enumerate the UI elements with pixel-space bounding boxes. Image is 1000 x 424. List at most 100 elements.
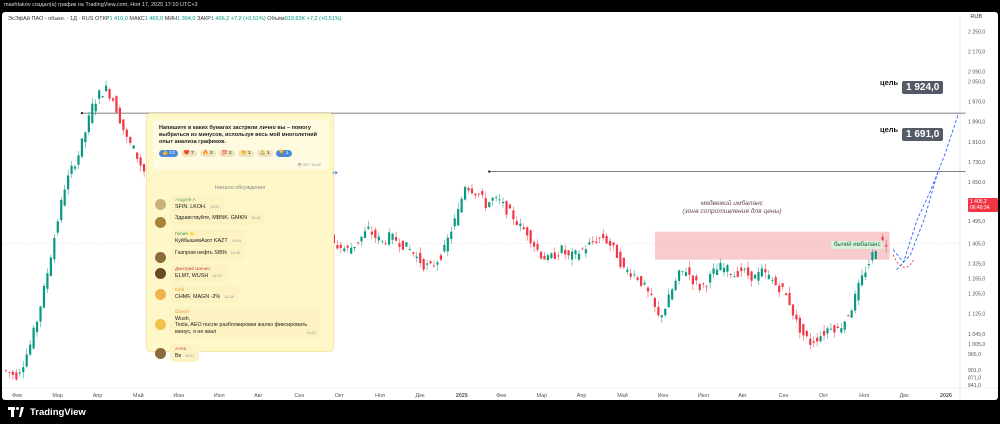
candle-body [615,244,619,258]
candle-body [715,269,719,275]
candle-body [4,370,8,372]
reactions-row: 👍 13 ❤️ 7 🔥 2 💯 2 👏 1 🙏 1 🏆 1 [159,150,323,157]
candle-body [508,204,512,209]
candle-body [664,308,667,316]
y-tick-label: 1 205,0 [968,292,985,298]
open-label: ОТКР [94,16,110,22]
candle-body [108,89,111,99]
candle-body [795,314,798,320]
candle-body [595,241,598,243]
candle-body [836,326,839,328]
candle-body [463,186,467,200]
candle-body [22,367,25,373]
candle-body [757,272,760,281]
candle-body [736,270,739,277]
candle-body [398,243,401,248]
candle-body [816,337,819,342]
y-tick-label: 841,0 [968,383,981,389]
candle-body [115,96,118,113]
candle-body [729,274,732,276]
candle-body [864,272,867,278]
close-label: ЗАКР [197,16,211,22]
target1-badge: 1 924,0 [902,81,944,94]
candle-body [367,226,370,229]
candle-body [91,103,94,123]
channel-post: Напишите в каких бумагах застряли лично … [153,120,329,170]
candle-body [477,193,480,195]
candle-body [125,129,128,137]
low-label: МИН [164,16,178,22]
candle-body [336,245,339,249]
message-text: Вк [175,352,181,359]
candle-body [363,231,367,238]
chat-message: Здравствуйте, MBNK. GMKN 16:14 [155,213,266,228]
reaction[interactable]: 🙏 1 [256,150,273,157]
volume-change: +7,2 (+0,51%) [306,16,342,22]
candle-body [885,245,888,247]
sender-name: Дмитрий Шенин [175,266,211,271]
reaction[interactable]: 🔥 2 [199,150,216,157]
candle-body [470,188,474,194]
sender-name: Алла [175,346,187,351]
reaction[interactable]: 👍 13 [159,150,178,157]
y-tick-label: 1 970,0 [968,100,985,106]
candle-body [753,274,757,279]
candle-body [681,271,684,273]
reaction[interactable]: 💯 2 [218,150,235,157]
candle-body [581,248,584,250]
reaction[interactable]: 👏 1 [237,150,254,157]
candle-body [49,257,52,276]
chart-area[interactable]: 2 250,0 2 170,0 2 090,0 2 050,0 1 970,0 1 890… [2,12,998,400]
target2-badge: 1 691,0 [902,128,944,141]
candle-body [111,98,115,101]
y-tick-label: 901,0 [968,368,981,374]
tv-logo-icon [8,407,26,417]
currency-label: RUB [970,14,982,20]
candle-body [515,221,518,225]
y-tick-label: 1 730,0 [968,160,985,166]
candle-body [526,227,529,236]
candle-body [695,276,698,281]
reaction[interactable]: 🏆 1 [275,150,292,157]
candle-body [805,330,808,337]
message-text: SFIN. LKOH. [175,203,207,210]
candle-body [854,293,857,311]
pullback-path [892,254,915,268]
candle-body [98,90,101,99]
avatar [155,348,166,359]
brand-name: TradingView [30,406,86,418]
y-tick-label: 1 890,0 [968,120,985,126]
candle-body [94,103,97,112]
candle-body [691,275,694,285]
candle-body [374,229,377,239]
y-tick-label: 965,0 [968,352,981,358]
candle-body [408,249,411,250]
candle-body [660,315,663,318]
sender-name: Kirill [175,287,184,292]
target1-label: цель [880,78,899,87]
candle-body [705,286,708,288]
candle-body [80,138,84,157]
candle-body [73,166,77,169]
candle-body [671,289,674,300]
candle-body [802,323,805,336]
candle-body [491,197,494,201]
chat-message: Галия ⭐ КуйбышевАзот KAZT 16:44 [155,229,247,247]
forecast-path-1691 [896,171,939,271]
candle-body [657,306,660,316]
line-anchor [80,111,84,115]
message-text: Wush, Tesla, AEO после разблокировки жал… [175,315,308,335]
x-tick-label: 2025 [456,393,468,399]
y-tick-label: 1 810,0 [968,140,985,146]
volume-label: Объём [267,16,285,22]
candle-body [812,341,815,343]
candle-body [381,240,384,242]
candle-body [104,85,108,92]
candle-body [822,330,826,336]
reaction[interactable]: ❤️ 7 [180,150,197,157]
candle-body [860,275,864,286]
low-value: 1 394,0 [177,16,196,22]
candle-body [719,262,722,271]
bear-zone-line2: (зона сопротивления для цены) [682,207,782,215]
